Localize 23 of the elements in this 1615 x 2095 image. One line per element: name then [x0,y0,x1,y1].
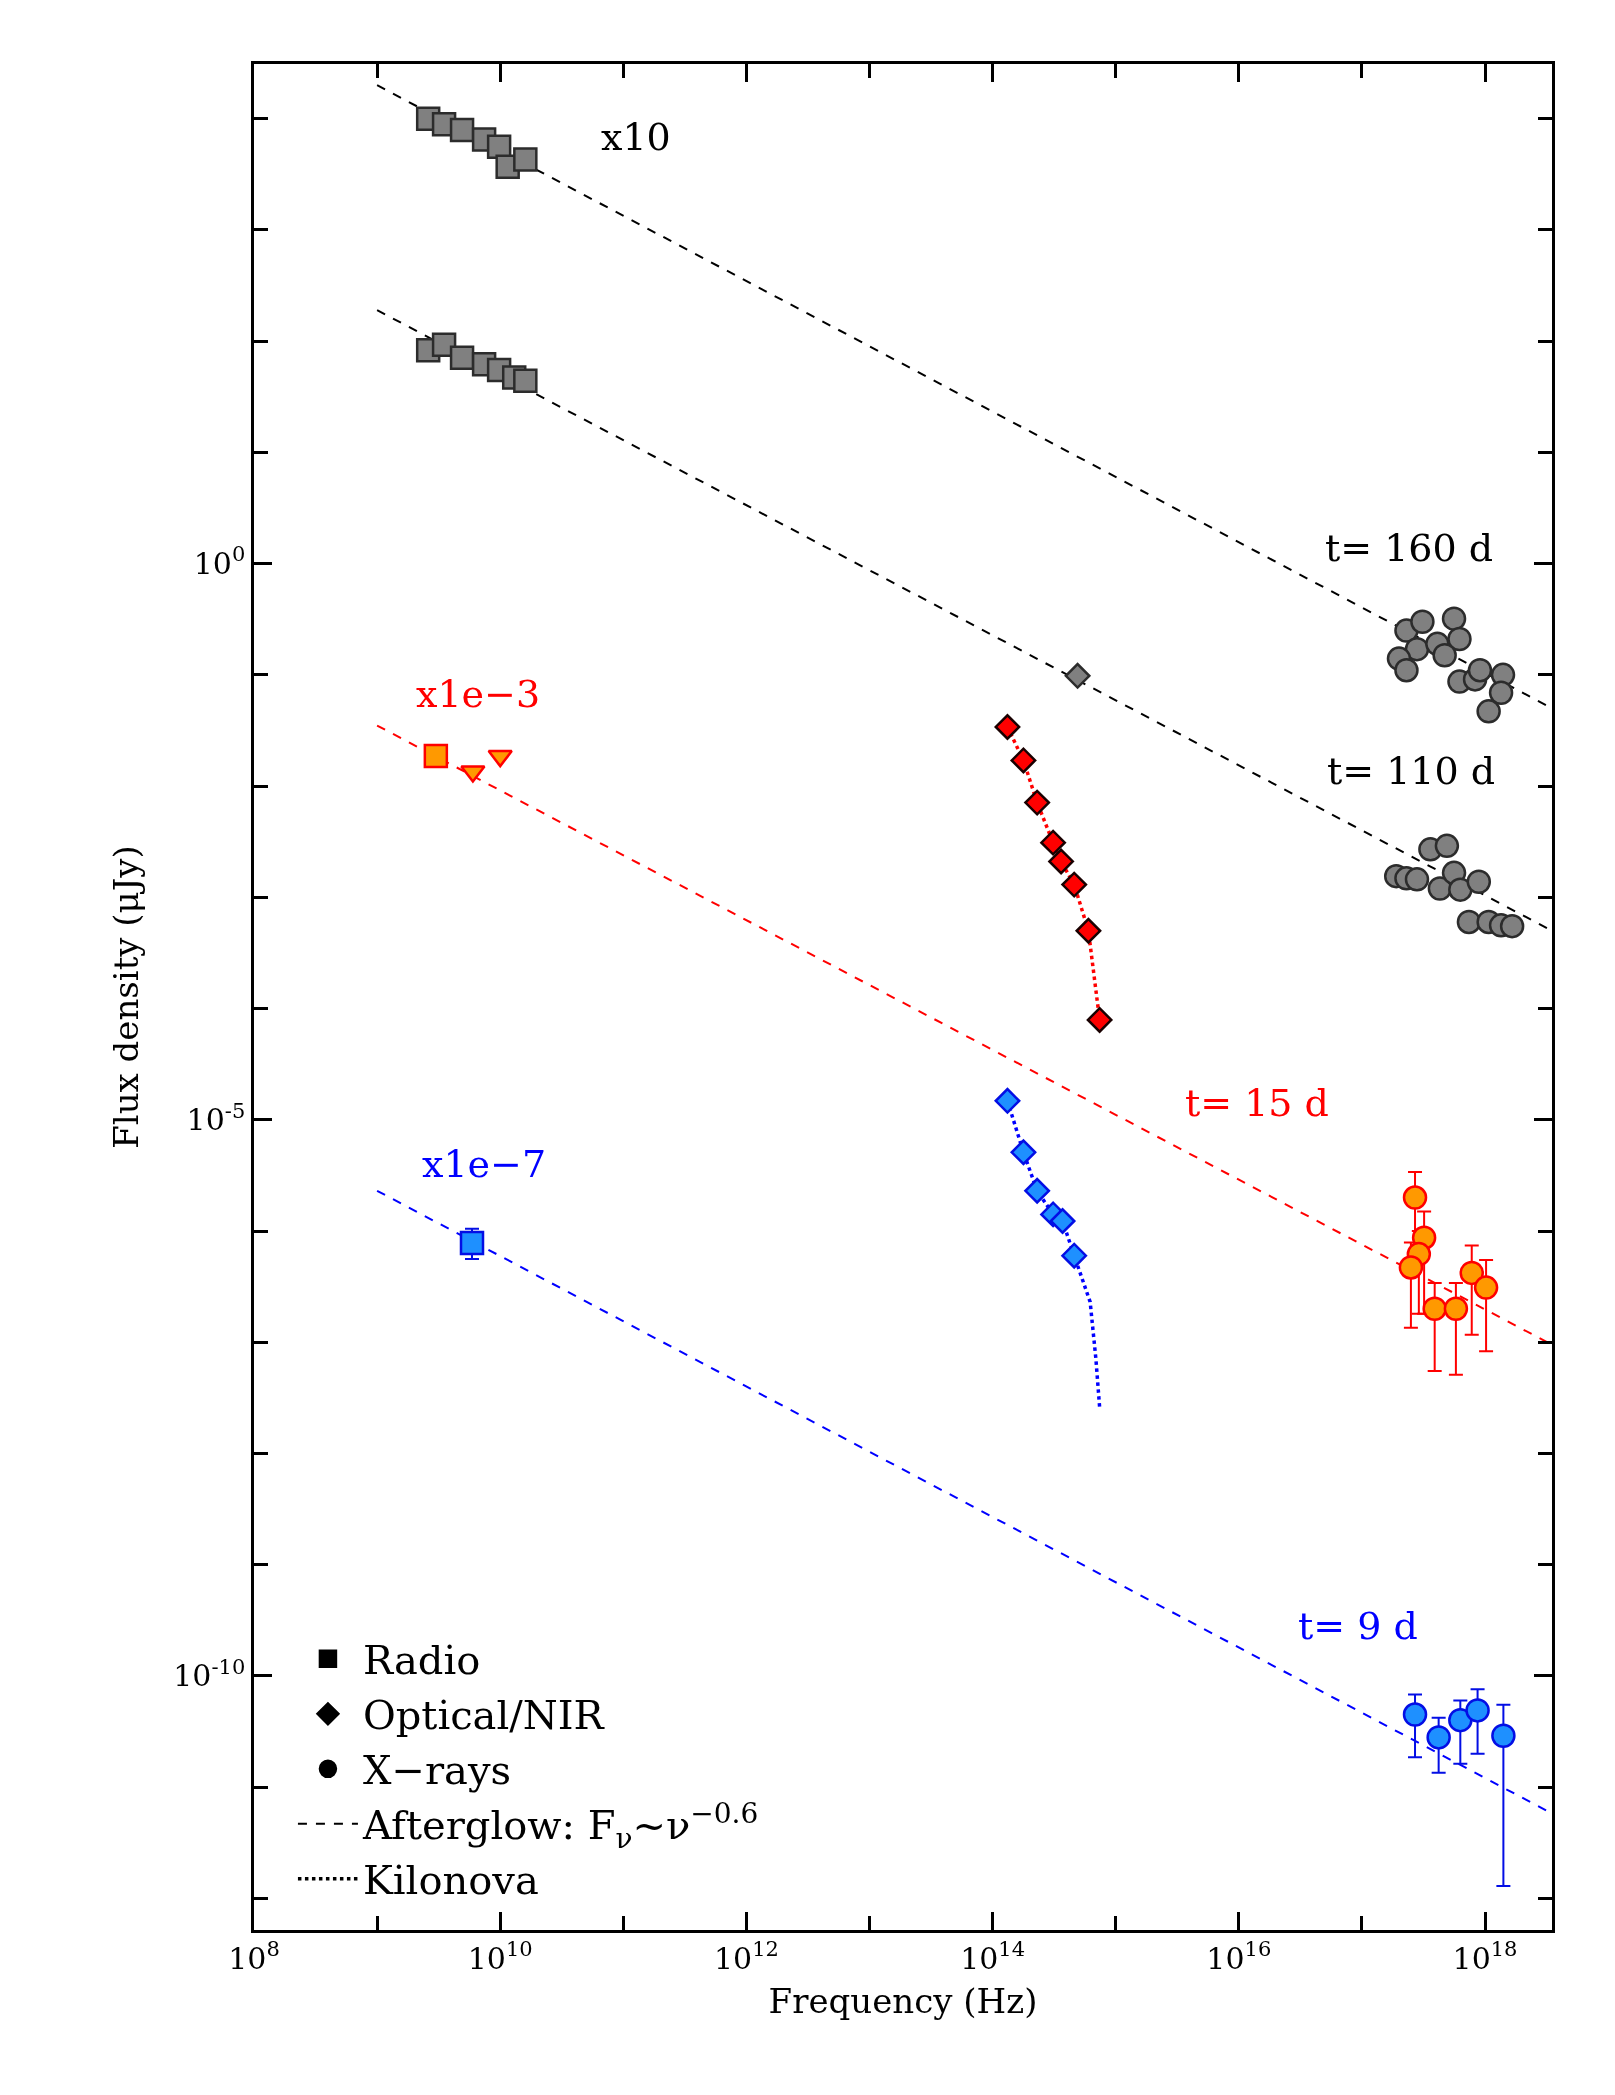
x-tick-label: 10$^{12}$ [713,1937,779,1976]
x-tick-label: 10$^{16}$ [1206,1937,1272,1976]
x-tick-label: 10$^{10}$ [467,1937,533,1976]
legend-label: Kilonova [362,1857,539,1904]
legend-label: Afterglow: F$_{ν}$~ν$^{−0.6}$ [361,1796,759,1855]
legend-label: Optical/NIR [362,1692,606,1739]
y-tick-label: 10$^{-5}$ [186,1098,246,1138]
legend-label: Radio [362,1637,481,1684]
y-tick-label: 10$^{0}$ [193,542,246,582]
x-tick-label: 10$^{14}$ [960,1937,1026,1976]
annotation: x10 [601,115,671,159]
legend-label: X−rays [362,1747,512,1794]
x-axis-title: Frequency (Hz) [768,1981,1038,2022]
y-axis-title: Flux density (μJy) [105,845,146,1149]
annotation: t= 160 d [1325,526,1494,570]
annotation: t= 9 d [1298,1604,1418,1648]
annotation: x1e−7 [422,1142,547,1186]
x-tick-label: 10$^{8}$ [228,1937,280,1976]
x-tick-label: 10$^{18}$ [1452,1937,1518,1976]
annotation: t= 110 d [1327,749,1496,793]
annotation: x1e−3 [416,672,541,716]
y-tick-label: 10$^{-10}$ [173,1654,246,1694]
annotation: t= 15 d [1185,1081,1329,1125]
